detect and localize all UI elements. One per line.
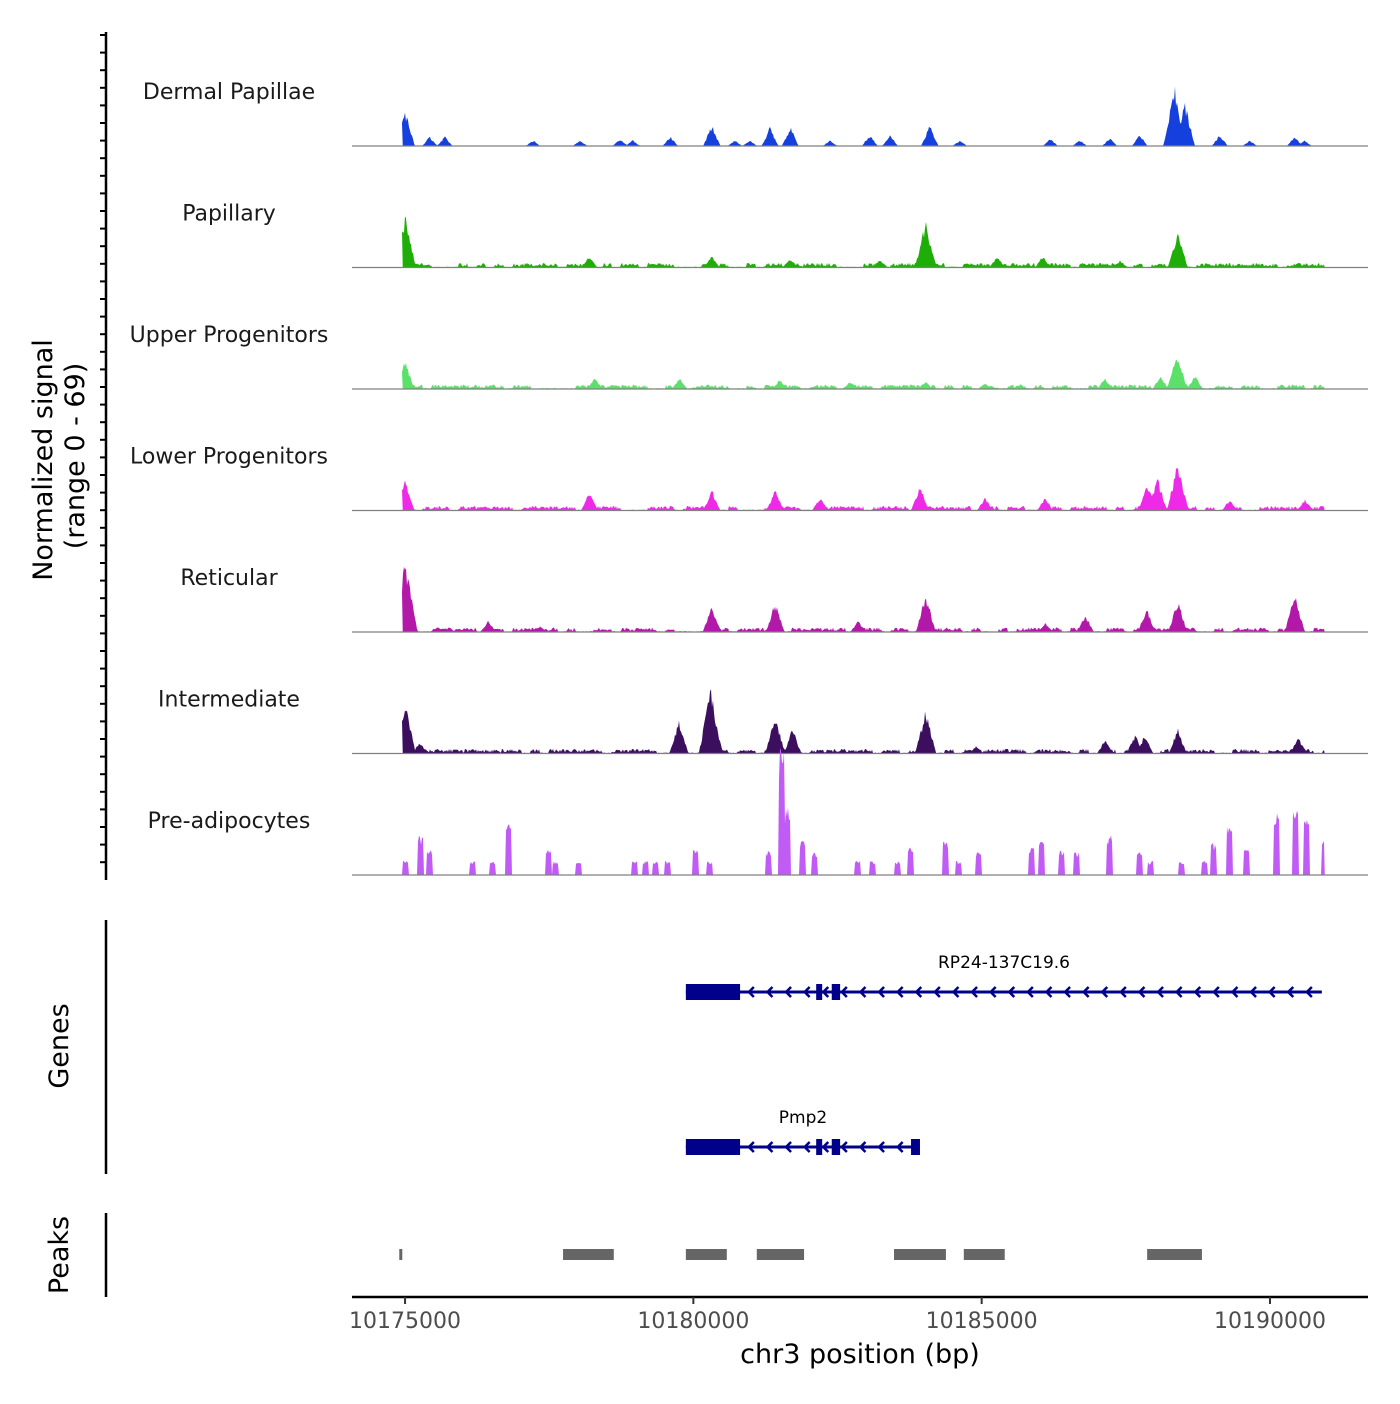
x-axis-title: chr3 position (bp) bbox=[740, 1339, 980, 1370]
track-pre-adipocytes: Pre-adipocytes bbox=[148, 748, 1368, 876]
strand-arrow bbox=[914, 986, 923, 998]
strand-arrow bbox=[1174, 986, 1183, 998]
peak-track bbox=[399, 1249, 1202, 1260]
gene-exon bbox=[911, 1139, 920, 1155]
signal-area bbox=[402, 86, 1325, 146]
gene-exon bbox=[685, 1139, 741, 1155]
track-lower-progenitors: Lower Progenitors bbox=[130, 445, 1368, 512]
strand-arrow bbox=[747, 1141, 755, 1153]
genes-panel-title: Genes bbox=[44, 1003, 75, 1088]
strand-arrow bbox=[970, 986, 978, 998]
signal-area bbox=[402, 216, 1325, 268]
gene-exon bbox=[831, 1139, 841, 1155]
strand-arrow bbox=[784, 1141, 792, 1153]
track-upper-progenitors: Upper Progenitors bbox=[130, 323, 1368, 390]
strand-arrow bbox=[747, 986, 755, 998]
strand-arrow bbox=[1100, 986, 1109, 998]
track-papillary: Papillary bbox=[182, 202, 1368, 269]
peak-region bbox=[563, 1249, 614, 1260]
strand-arrow bbox=[802, 1141, 811, 1153]
peak-region bbox=[756, 1249, 805, 1260]
peak-region bbox=[894, 1249, 946, 1260]
strand-arrow bbox=[1193, 986, 1202, 998]
track-label: Lower Progenitors bbox=[130, 445, 328, 470]
track-label: Dermal Papillae bbox=[143, 80, 315, 105]
strand-arrow bbox=[858, 986, 867, 998]
strand-arrow bbox=[895, 986, 904, 998]
strand-arrow bbox=[1137, 986, 1146, 998]
strand-arrow bbox=[1044, 986, 1053, 998]
track-label: Upper Progenitors bbox=[130, 323, 329, 348]
signal-area bbox=[402, 689, 1325, 754]
strand-arrow bbox=[858, 1141, 867, 1153]
signal-area bbox=[402, 467, 1325, 511]
strand-arrow bbox=[840, 1141, 848, 1153]
x-tick-label: 10190000 bbox=[1214, 1309, 1326, 1334]
signal-tracks: Dermal Papillae Papillary Upper Progenitor… bbox=[130, 80, 1368, 876]
strand-arrow bbox=[1081, 986, 1090, 998]
x-tick-label: 10185000 bbox=[926, 1309, 1038, 1334]
track-label: Pre-adipocytes bbox=[148, 809, 311, 834]
track-label: Intermediate bbox=[158, 688, 300, 713]
strand-arrow bbox=[877, 986, 885, 998]
x-tick-label: 10180000 bbox=[637, 1309, 749, 1334]
peaks-panel-title: Peaks bbox=[44, 1216, 75, 1294]
gene-exon bbox=[816, 984, 823, 1000]
strand-arrow bbox=[1063, 986, 1071, 998]
gene-exon bbox=[816, 1139, 823, 1155]
peak-region bbox=[685, 1249, 727, 1260]
x-tick-label: 10175000 bbox=[349, 1309, 461, 1334]
strand-arrow bbox=[1212, 986, 1220, 998]
strand-arrow bbox=[1230, 986, 1239, 998]
strand-arrow bbox=[765, 1141, 774, 1153]
signal-area bbox=[402, 566, 1325, 632]
strand-arrow bbox=[933, 986, 941, 998]
strand-arrow bbox=[1156, 986, 1164, 998]
strand-arrow bbox=[821, 986, 830, 998]
peak-region bbox=[1147, 1249, 1202, 1260]
peak-region bbox=[963, 1249, 1005, 1260]
gene-pmp2: Pmp2 bbox=[685, 1108, 920, 1155]
strand-arrow bbox=[877, 1141, 885, 1153]
strand-arrow bbox=[988, 986, 997, 998]
y-axis-title-line2: (range 0 - 69) bbox=[60, 363, 91, 550]
track-dermal-papillae: Dermal Papillae bbox=[143, 80, 1368, 147]
signal-area bbox=[402, 359, 1325, 389]
gene-exon bbox=[831, 984, 841, 1000]
strand-arrow bbox=[1267, 986, 1276, 998]
gene-rp24-137c19.6: RP24-137C19.6 bbox=[685, 953, 1322, 1000]
strand-arrow bbox=[802, 986, 811, 998]
strand-arrow bbox=[1249, 986, 1257, 998]
strand-arrow bbox=[1007, 986, 1016, 998]
gene-track: RP24-137C19.6 Pmp2 bbox=[685, 953, 1322, 1155]
track-label: Reticular bbox=[180, 566, 278, 591]
strand-arrow bbox=[784, 986, 792, 998]
track-label: Papillary bbox=[182, 202, 276, 227]
strand-arrow bbox=[1286, 986, 1295, 998]
track-reticular: Reticular bbox=[180, 566, 1368, 633]
peak-region bbox=[399, 1249, 403, 1260]
gene-exon bbox=[685, 984, 741, 1000]
strand-arrow bbox=[821, 1141, 830, 1153]
strand-arrow bbox=[765, 986, 774, 998]
y-axis-title-line1: Normalized signal bbox=[28, 339, 59, 581]
gene-label: Pmp2 bbox=[779, 1108, 827, 1128]
track-intermediate: Intermediate bbox=[158, 688, 1368, 755]
signal-y-axis bbox=[100, 32, 108, 880]
strand-arrow bbox=[895, 1141, 904, 1153]
strand-arrow bbox=[951, 986, 960, 998]
strand-arrow bbox=[1026, 986, 1034, 998]
gene-label: RP24-137C19.6 bbox=[938, 953, 1070, 973]
strand-arrow bbox=[840, 986, 848, 998]
strand-arrow bbox=[1305, 986, 1313, 998]
x-axis: 10175000 10180000 10185000 10190000 bbox=[349, 1295, 1368, 1334]
strand-arrow bbox=[1119, 986, 1127, 998]
signal-area bbox=[402, 748, 1325, 875]
